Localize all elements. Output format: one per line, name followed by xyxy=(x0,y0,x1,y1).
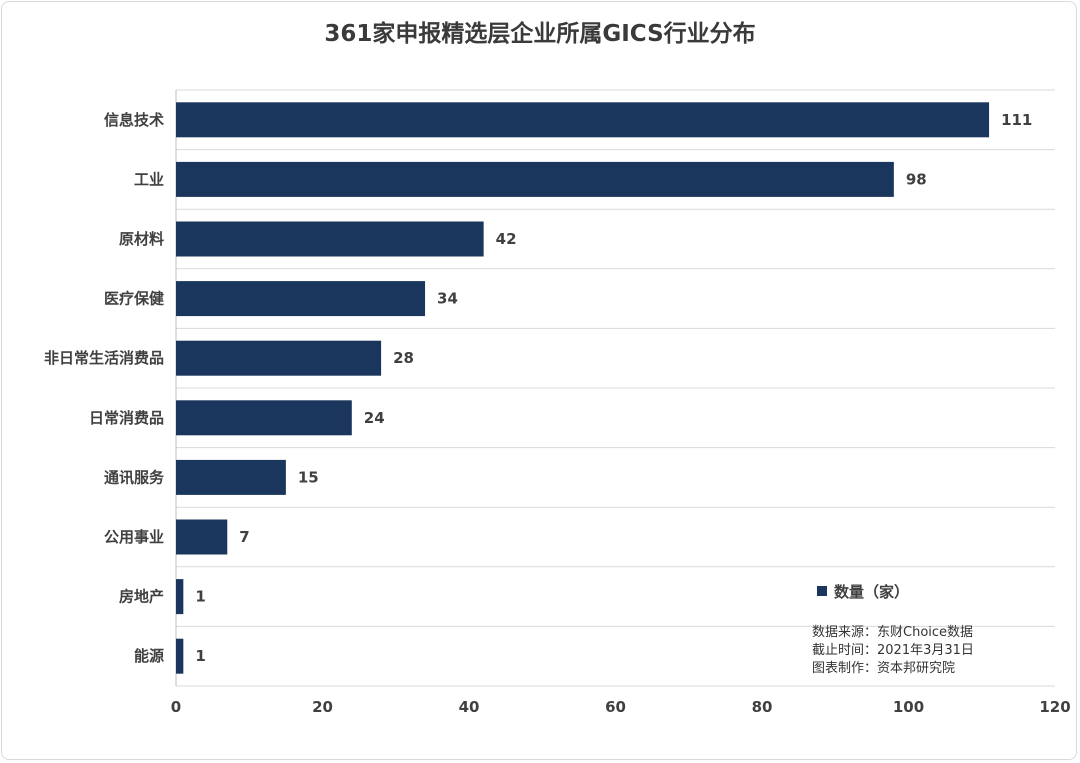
data-label: 24 xyxy=(364,409,385,427)
category-label: 非日常生活消费品 xyxy=(44,349,164,367)
data-label: 34 xyxy=(437,290,458,308)
category-label: 能源 xyxy=(134,647,164,665)
category-label: 通讯服务 xyxy=(104,468,165,486)
x-tick-label: 0 xyxy=(171,698,181,716)
category-label: 原材料 xyxy=(119,230,164,248)
cutoff-note: 截止时间：2021年3月31日 xyxy=(812,643,974,658)
data-label: 111 xyxy=(1001,111,1032,129)
bar xyxy=(176,519,228,555)
data-label: 1 xyxy=(195,588,205,606)
x-tick-label: 120 xyxy=(1039,698,1070,716)
x-tick-label: 20 xyxy=(312,698,333,716)
category-label: 信息技术 xyxy=(104,111,164,129)
category-label: 日常消费品 xyxy=(89,409,164,427)
data-label: 1 xyxy=(195,647,205,665)
bar xyxy=(176,221,484,257)
bar xyxy=(176,340,382,376)
bar xyxy=(176,400,352,436)
data-label: 98 xyxy=(906,170,927,188)
bar xyxy=(176,102,990,138)
data-label: 42 xyxy=(496,230,517,248)
x-tick-label: 100 xyxy=(893,698,924,716)
maker-note: 图表制作：资本邦研究院 xyxy=(812,661,956,676)
x-tick-label: 80 xyxy=(752,698,773,716)
bar xyxy=(176,281,426,317)
legend-label: 数量（家） xyxy=(834,583,909,601)
bar xyxy=(176,579,184,615)
data-label: 15 xyxy=(298,468,319,486)
category-label: 医疗保健 xyxy=(104,290,164,308)
bar xyxy=(176,459,286,495)
chart-title: 361家申报精选层企业所属GICS行业分布 xyxy=(324,21,756,47)
source-note: 数据来源：东财Choice数据 xyxy=(812,625,974,640)
category-label: 公用事业 xyxy=(104,528,164,546)
legend-swatch xyxy=(817,586,827,596)
legend: 数量（家） xyxy=(817,583,909,601)
category-label: 工业 xyxy=(134,170,164,188)
category-label: 房地产 xyxy=(119,588,164,606)
x-tick-label: 60 xyxy=(605,698,626,716)
bar xyxy=(176,161,894,197)
x-tick-label: 40 xyxy=(459,698,480,716)
bar xyxy=(176,638,184,674)
data-label: 28 xyxy=(393,349,414,367)
data-label: 7 xyxy=(239,528,249,546)
